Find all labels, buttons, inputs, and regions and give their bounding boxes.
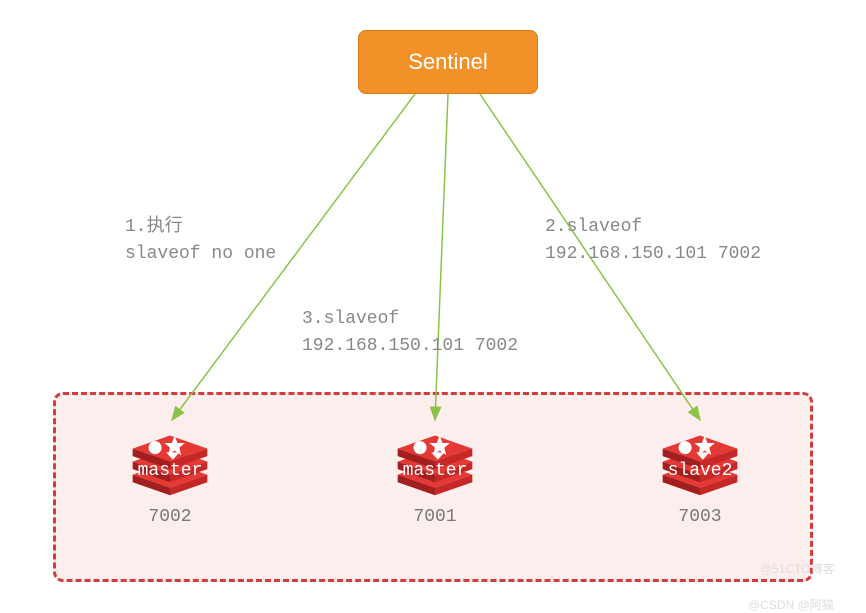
node-port-label: 7001 (413, 507, 456, 527)
redis-icon (387, 415, 483, 499)
sentinel-label: Sentinel (408, 49, 488, 75)
annotation-a1: 1.执行 slaveof no one (125, 214, 276, 268)
node-role-label: slave2 (652, 461, 748, 481)
node-role-label: master (387, 461, 483, 481)
redis-icon (652, 415, 748, 499)
redis-icon-wrap: master (122, 415, 218, 499)
redis-icon-wrap: master (387, 415, 483, 499)
watermark: @CSDN @阿猫 (748, 596, 834, 613)
redis-icon (122, 415, 218, 499)
node-port-label: 7003 (678, 507, 721, 527)
watermark: @51CTO博客 (760, 560, 835, 577)
redis-node-7001: master 7001 (375, 415, 495, 527)
annotation-a3: 3.slaveof 192.168.150.101 7002 (302, 306, 518, 360)
arrow-line (435, 94, 448, 420)
redis-node-7002: master 7002 (110, 415, 230, 527)
redis-node-7003: slave2 7003 (640, 415, 760, 527)
node-port-label: 7002 (148, 507, 191, 527)
node-role-label: master (122, 461, 218, 481)
annotation-a2: 2.slaveof 192.168.150.101 7002 (545, 214, 761, 268)
redis-icon-wrap: slave2 (652, 415, 748, 499)
sentinel-node: Sentinel (358, 30, 538, 94)
